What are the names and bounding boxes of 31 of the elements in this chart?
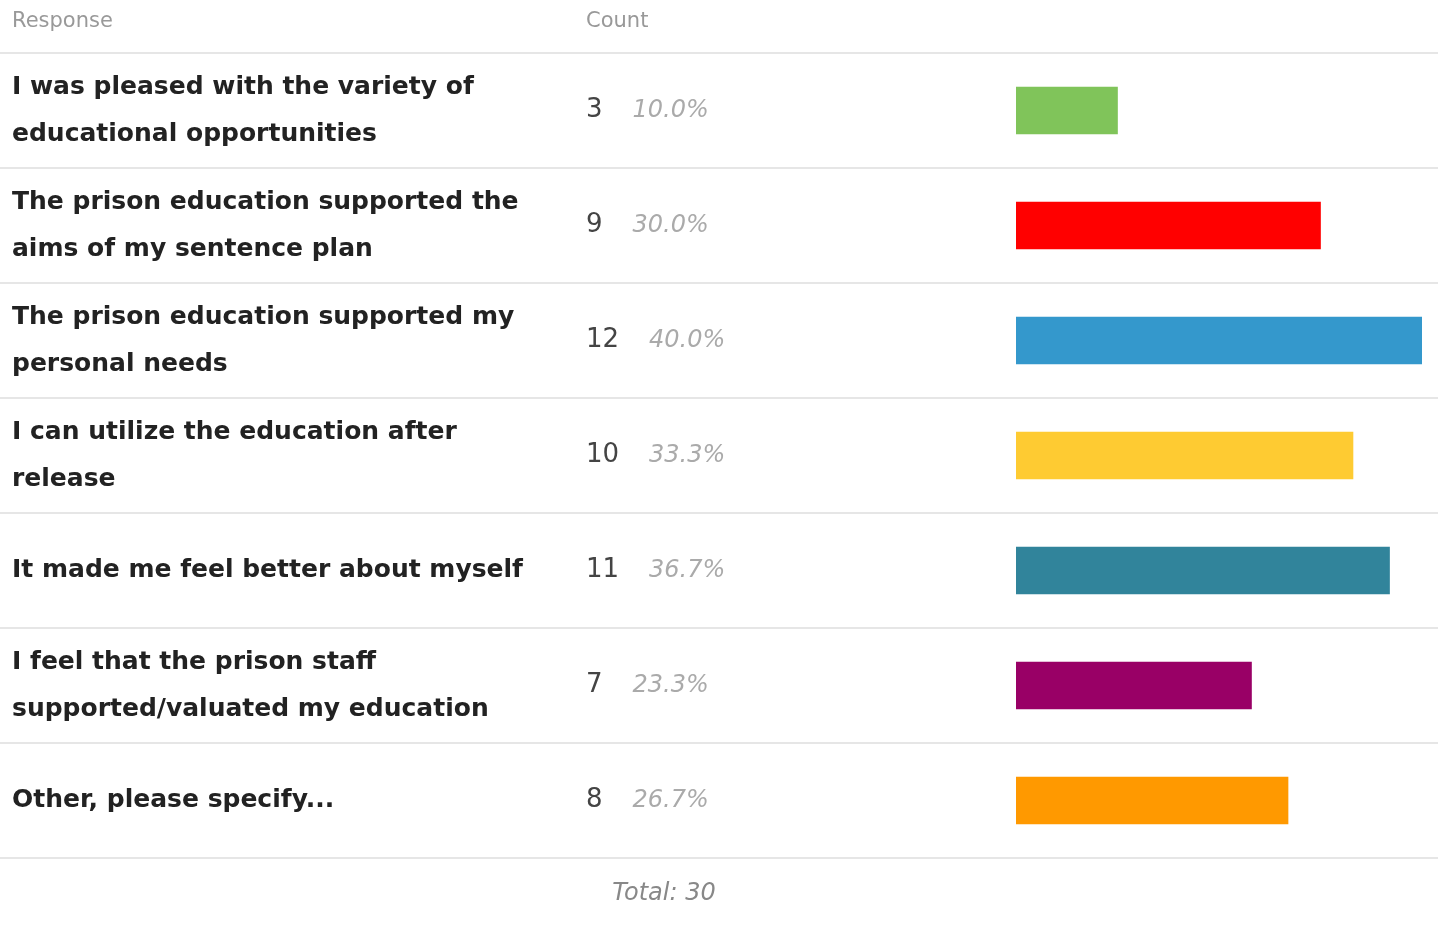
bar [1016, 546, 1390, 595]
text: 30.0% [632, 209, 709, 238]
y-axis-title: Response [12, 8, 113, 33]
text: 26.7% [632, 784, 709, 813]
text: 7 [586, 668, 603, 699]
y-tick-label: Other, please specify... [12, 784, 335, 813]
bar [1016, 776, 1289, 825]
text: 10.0% [632, 94, 709, 123]
y-tick-label: The prison education supported the aims of my sentence plan [12, 185, 519, 262]
y-tick-label: I can utilize the education after release [12, 415, 458, 492]
text: 11 [586, 553, 620, 584]
text: 8 [586, 783, 603, 814]
text: 9 [586, 208, 603, 239]
bar [1016, 431, 1354, 480]
bar [1016, 86, 1118, 135]
text: 3 [586, 93, 603, 124]
text: 12 [586, 323, 620, 354]
y-tick-label: I feel that the prison staff supported/valuated my education [12, 645, 489, 722]
text: 36.7% [649, 554, 726, 583]
text: 23.3% [632, 669, 709, 698]
text: 10 [586, 438, 620, 469]
y-tick-label: I was pleased with the variety of educational opportunities [12, 70, 475, 147]
bar [1016, 201, 1321, 250]
bar [1016, 316, 1422, 365]
text: 33.3% [649, 439, 726, 468]
x-axis-title: Count [586, 8, 649, 33]
text: Total: 30 [612, 878, 716, 907]
text: 40.0% [649, 324, 726, 353]
bar [1016, 661, 1252, 710]
y-tick-label: The prison education supported my personal needs [12, 300, 515, 377]
y-tick-label: It made me feel better about myself [12, 554, 525, 583]
